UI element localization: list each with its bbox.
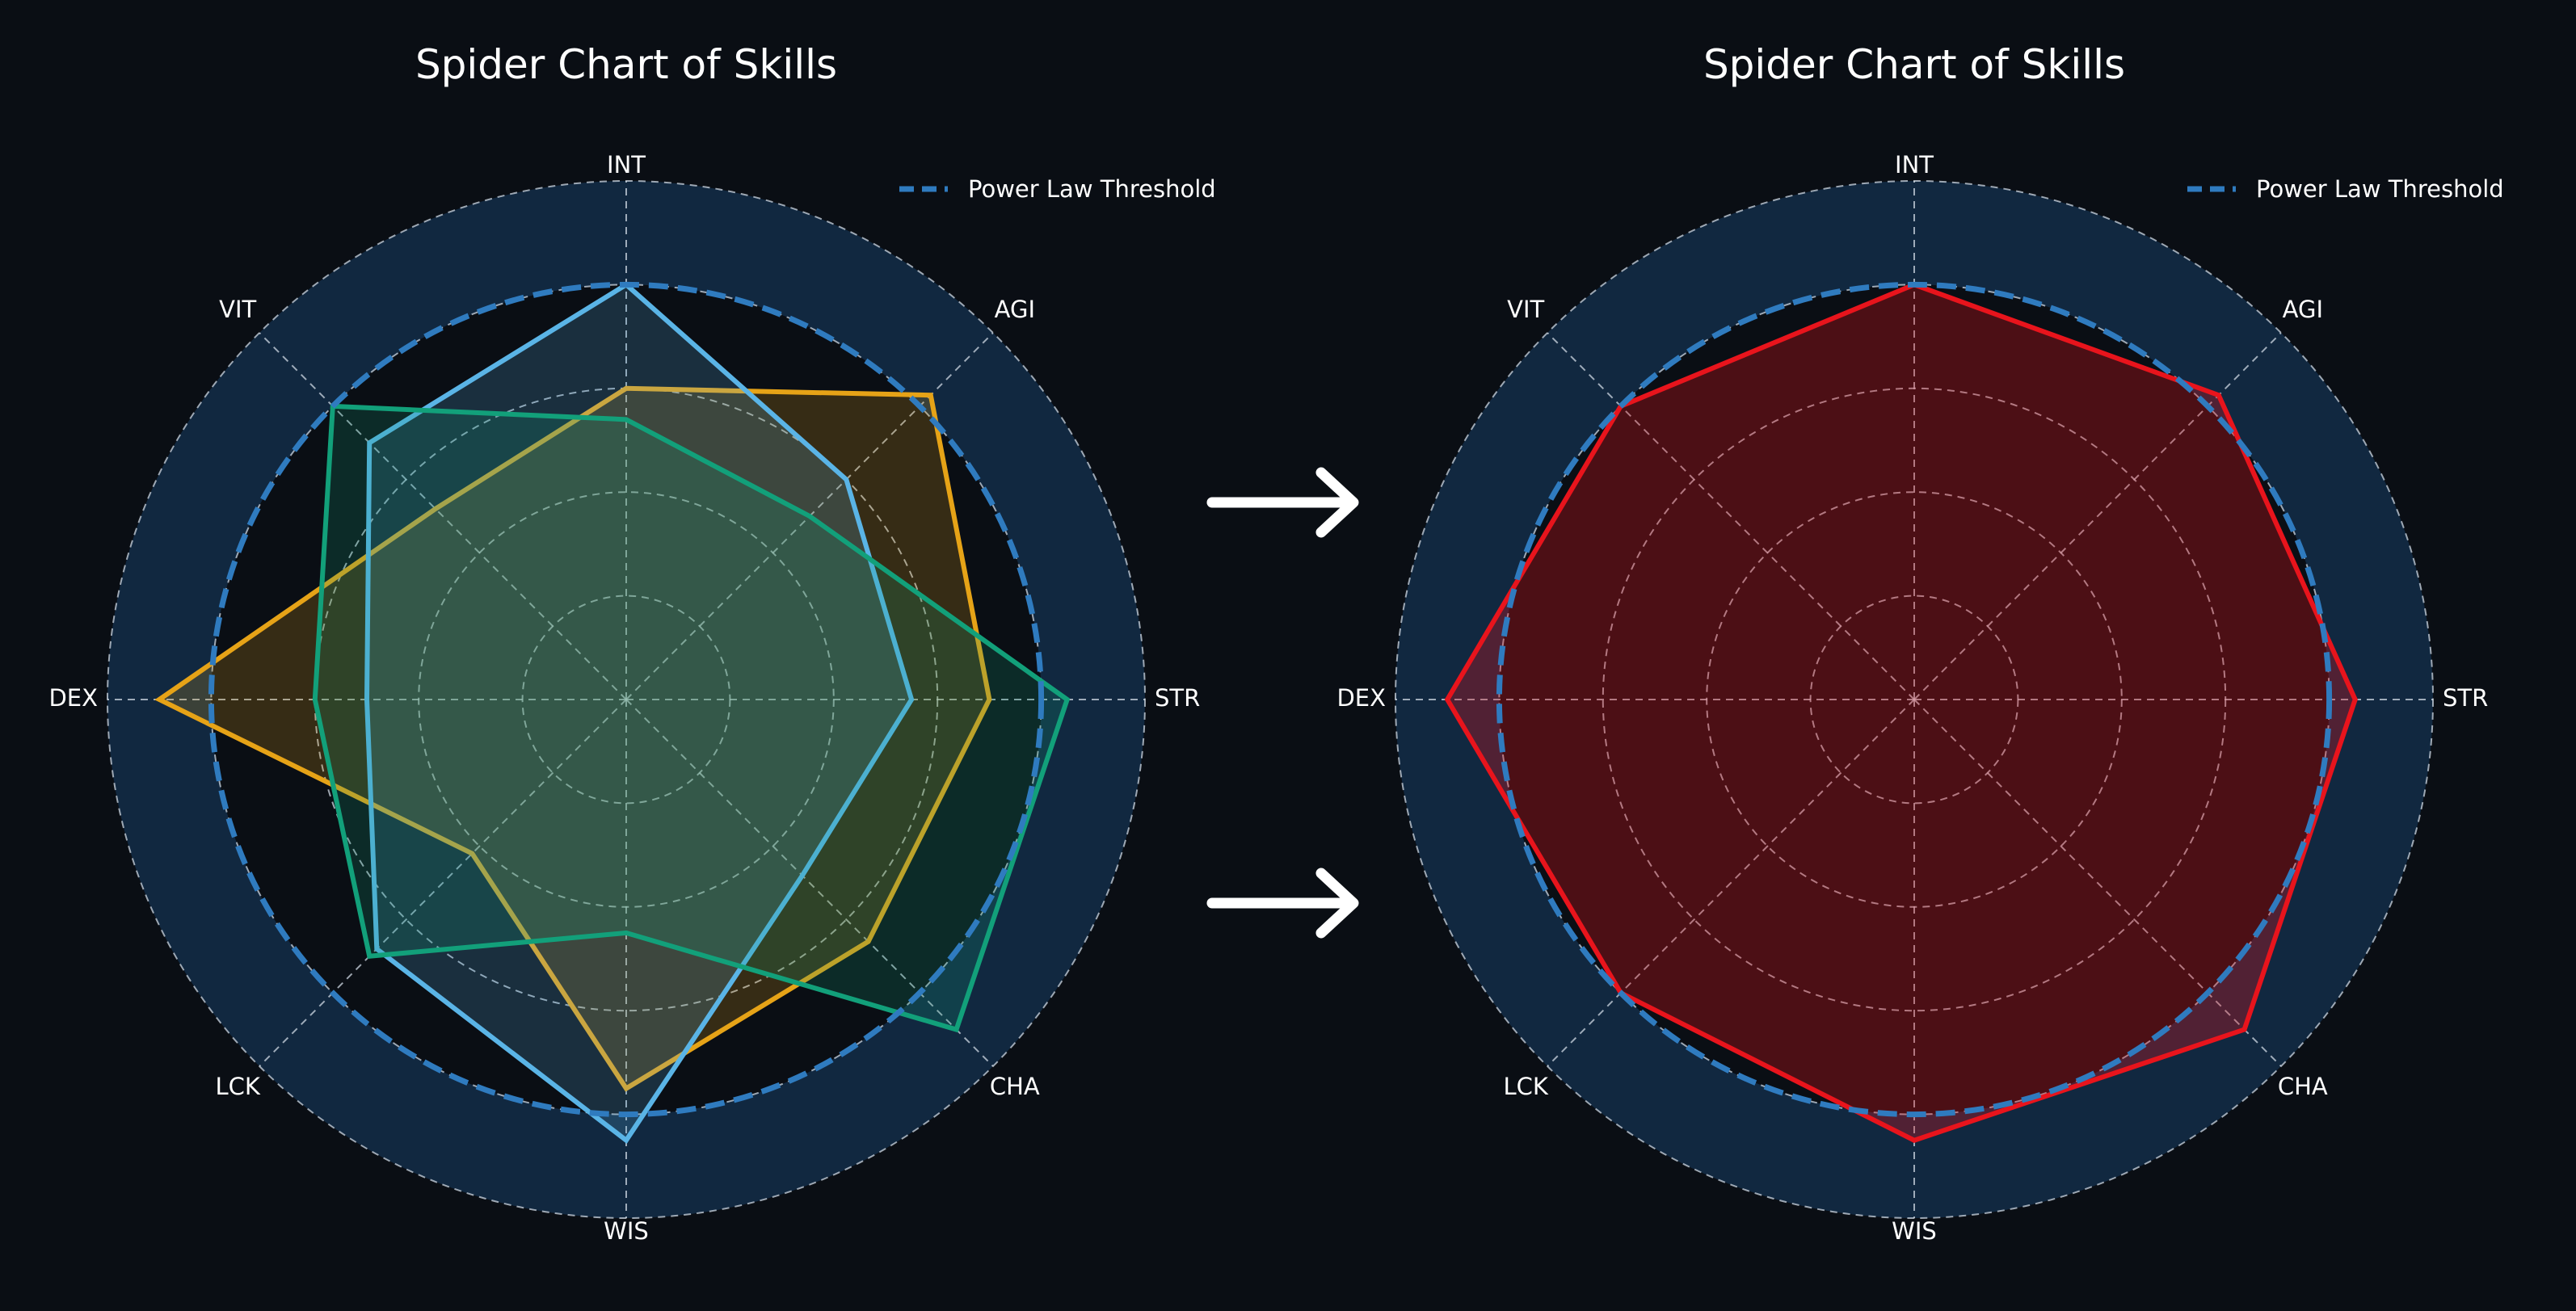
threshold-line bbox=[208, 281, 1045, 1118]
radar-plot: STR AGI INT VIT DEX LCK WIS CHA bbox=[48, 151, 1200, 1245]
axis-label-str: STR bbox=[2443, 684, 2488, 712]
radar-plot: STR AGI INT VIT DEX LCK WIS CHA bbox=[1336, 151, 2488, 1245]
axis-label-wis: WIS bbox=[604, 1217, 649, 1245]
axis-label-vit: VIT bbox=[219, 296, 256, 323]
grid-spoke bbox=[1547, 699, 1915, 1067]
grid-spoke bbox=[1547, 332, 1915, 700]
axis-label-str: STR bbox=[1155, 684, 1200, 712]
legend: Power Law Threshold bbox=[899, 175, 1216, 203]
legend: Power Law Threshold bbox=[2187, 175, 2504, 203]
axis-label-dex: DEX bbox=[48, 684, 98, 712]
grid-spoke bbox=[259, 699, 627, 1067]
legend-label: Power Law Threshold bbox=[968, 175, 1216, 203]
series-polygon-3 bbox=[312, 403, 1071, 1033]
grid-spoke bbox=[1913, 699, 2282, 1067]
series-polygon-1 bbox=[1444, 282, 2358, 1143]
legend-label: Power Law Threshold bbox=[2256, 175, 2504, 203]
threshold-line bbox=[1496, 281, 2333, 1118]
axis-label-agi: AGI bbox=[995, 296, 1035, 323]
axis-label-vit: VIT bbox=[1507, 296, 1544, 323]
chart-title: Spider Chart of Skills bbox=[1703, 41, 2125, 88]
grid-spoke bbox=[625, 699, 994, 1067]
axis-label-int: INT bbox=[607, 151, 646, 179]
axis-label-wis: WIS bbox=[1892, 1217, 1937, 1245]
axis-label-cha: CHA bbox=[990, 1073, 1040, 1100]
axis-label-lck: LCK bbox=[1503, 1073, 1548, 1100]
transition-arrows bbox=[1206, 467, 1359, 939]
chart-title: Spider Chart of Skills bbox=[415, 41, 837, 88]
arrow-right-icon bbox=[1206, 868, 1359, 939]
radar-chart-right: Spider Chart of Skills STR AGI INT VIT DEX LC… bbox=[1336, 41, 2503, 1245]
axis-label-dex: DEX bbox=[1336, 684, 1386, 712]
arrow-right-icon bbox=[1206, 467, 1359, 538]
axis-label-agi: AGI bbox=[2283, 296, 2323, 323]
axis-label-int: INT bbox=[1895, 151, 1934, 179]
grid-spoke bbox=[259, 332, 627, 700]
axis-label-lck: LCK bbox=[215, 1073, 260, 1100]
axis-label-cha: CHA bbox=[2278, 1073, 2328, 1100]
radar-chart-left: Spider Chart of Skills STR AGI INT VIT DEX LC… bbox=[48, 41, 1215, 1245]
